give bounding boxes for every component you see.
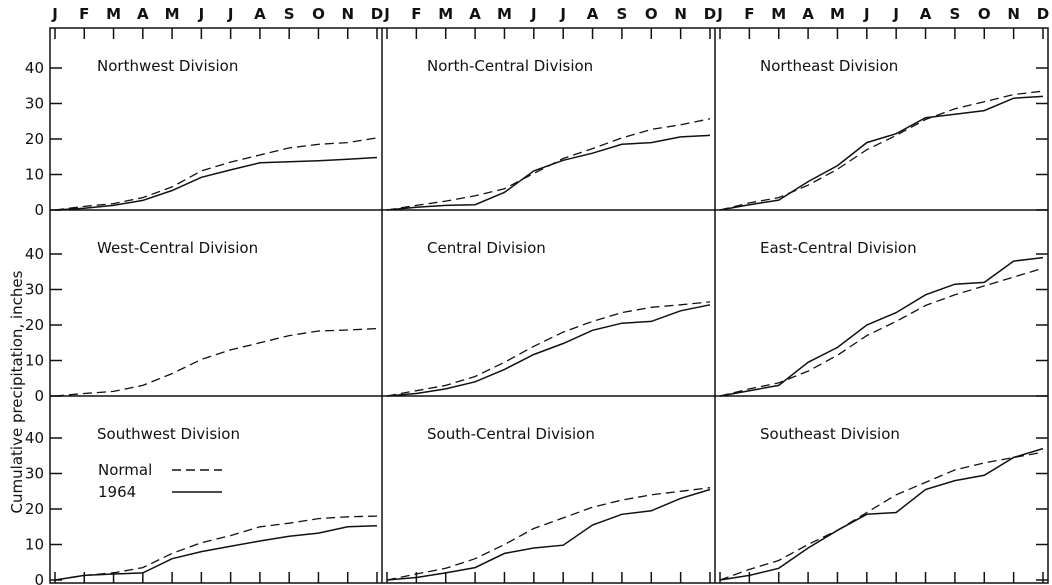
- month-tick-label: A: [137, 5, 149, 23]
- month-tick-label: N: [674, 5, 687, 23]
- month-tick-label: S: [617, 5, 628, 23]
- y-tick-label: 30: [25, 465, 44, 483]
- month-tick-label: M: [165, 5, 180, 23]
- y-tick-label: 0: [34, 201, 44, 219]
- series-line-layer: [54, 90, 1044, 581]
- month-tick-label: O: [312, 5, 325, 23]
- y-tick-label: 10: [25, 166, 44, 184]
- legend-label: 1964: [98, 483, 136, 501]
- panel-title: Northeast Division: [760, 57, 898, 75]
- panel-title: Central Division: [427, 239, 546, 257]
- y-tick-label: 0: [34, 387, 44, 405]
- series-1964-line: [386, 304, 711, 397]
- normal-series-line: [386, 118, 711, 211]
- y-tick-label: 40: [25, 245, 44, 263]
- y-tick-label: 40: [25, 59, 44, 77]
- month-tick-label: J: [198, 5, 205, 23]
- month-tick-label: S: [950, 5, 961, 23]
- y-tick-label: 20: [25, 500, 44, 518]
- normal-series-line: [719, 267, 1044, 397]
- label-layer: J F M A M J J A S O N D J F M A M J J A S O N D J F M A M J J A S O N D0102…: [25, 5, 1049, 585]
- series-1964-line: [54, 524, 378, 581]
- normal-series-line: [54, 137, 378, 211]
- y-axis-label: Cumulative precipitation, inches: [8, 270, 26, 513]
- month-tick-label: J: [383, 5, 390, 23]
- y-tick-label: 10: [25, 536, 44, 554]
- y-tick-label: 30: [25, 281, 44, 299]
- month-tick-label: O: [645, 5, 658, 23]
- month-tick-label: M: [771, 5, 786, 23]
- panel-title: North-Central Division: [427, 57, 593, 75]
- series-1964-line: [386, 134, 711, 211]
- panel-title: Southeast Division: [760, 425, 900, 443]
- month-tick-label: J: [863, 5, 870, 23]
- month-tick-label: A: [587, 5, 599, 23]
- panel-title: West-Central Division: [97, 239, 258, 257]
- month-tick-label: O: [978, 5, 991, 23]
- month-tick-label: J: [530, 5, 537, 23]
- series-1964-line: [54, 156, 378, 211]
- y-tick-label: 20: [25, 316, 44, 334]
- month-tick-label: F: [744, 5, 754, 23]
- panel-title: East-Central Division: [760, 239, 917, 257]
- month-tick-label: M: [106, 5, 121, 23]
- tick-layer: [50, 28, 1048, 583]
- series-1964-line: [386, 488, 711, 581]
- month-tick-label: M: [830, 5, 845, 23]
- normal-series-line: [719, 451, 1044, 581]
- series-1964-line: [719, 447, 1044, 581]
- month-tick-label: A: [920, 5, 932, 23]
- month-tick-label: J: [51, 5, 58, 23]
- panel-title: Northwest Division: [97, 57, 238, 75]
- month-tick-label: M: [438, 5, 453, 23]
- month-tick-label: D: [371, 5, 383, 23]
- month-tick-label: J: [892, 5, 899, 23]
- plot-frame: [49, 27, 1049, 584]
- month-tick-label: F: [411, 5, 421, 23]
- series-1964-line: [719, 95, 1044, 211]
- y-tick-label: 30: [25, 95, 44, 113]
- normal-series-line: [54, 327, 378, 397]
- y-tick-label: 40: [25, 429, 44, 447]
- month-tick-label: D: [704, 5, 716, 23]
- month-tick-label: M: [497, 5, 512, 23]
- y-tick-label: 0: [34, 571, 44, 585]
- month-tick-label: J: [716, 5, 723, 23]
- y-tick-label: 10: [25, 352, 44, 370]
- normal-series-line: [719, 90, 1044, 211]
- y-tick-label: 20: [25, 130, 44, 148]
- panel-title: South-Central Division: [427, 425, 595, 443]
- month-tick-label: F: [79, 5, 89, 23]
- month-tick-label: A: [254, 5, 266, 23]
- month-tick-label: J: [227, 5, 234, 23]
- chart-frame-layer: [49, 27, 1049, 584]
- panel-title: Southwest Division: [97, 425, 240, 443]
- month-tick-label: J: [559, 5, 566, 23]
- normal-series-line: [54, 515, 378, 581]
- month-tick-label: N: [341, 5, 354, 23]
- normal-series-line: [386, 301, 711, 397]
- series-1964-line: [719, 256, 1044, 397]
- month-tick-label: D: [1037, 5, 1049, 23]
- month-tick-label: N: [1007, 5, 1020, 23]
- legend-label: Normal: [98, 461, 152, 479]
- normal-series-line: [386, 487, 711, 581]
- month-tick-label: A: [802, 5, 814, 23]
- month-tick-label: A: [469, 5, 481, 23]
- month-tick-label: S: [284, 5, 295, 23]
